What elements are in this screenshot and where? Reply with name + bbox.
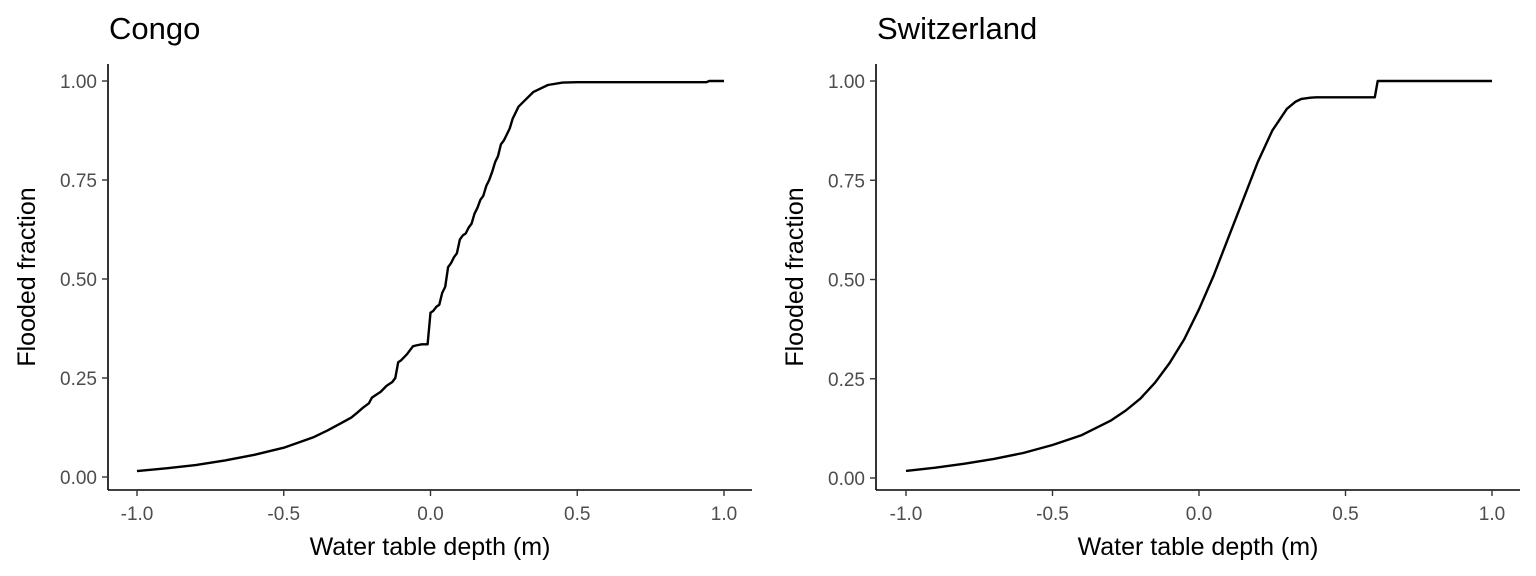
y-tick-label: 0.25: [60, 369, 97, 390]
panel-title: Congo: [109, 11, 200, 46]
x-tick-label: 0.0: [417, 504, 443, 525]
panel-switzerland: Switzerland 0.00 0.25 0.50 0.75 1.00 -1.0 -0.…: [781, 11, 1520, 561]
x-ticks: -1.0 -0.5 0.0 0.5 1.0: [121, 490, 737, 525]
x-axis-label: Water table depth (m): [310, 533, 551, 561]
y-axis-label: Flooded fraction: [13, 187, 41, 366]
y-tick-label: 0.00: [60, 468, 97, 489]
series-line: [136, 79, 724, 473]
x-axis-label: Water table depth (m): [1078, 533, 1319, 561]
panel-title: Switzerland: [877, 11, 1037, 46]
x-tick-label: 0.5: [564, 504, 590, 525]
y-ticks: 0.00 0.25 0.50 0.75 1.00: [60, 72, 108, 489]
y-tick-label: 0.00: [828, 469, 865, 490]
x-tick-label: 0.5: [1332, 504, 1358, 525]
x-tick-label: 0.0: [1186, 504, 1212, 525]
x-ticks: -1.0 -0.5 0.0 0.5 1.0: [890, 490, 1505, 525]
x-tick-label: -1.0: [121, 504, 154, 525]
y-ticks: 0.00 0.25 0.50 0.75 1.00: [828, 72, 876, 490]
x-tick-label: 1.0: [1479, 504, 1505, 525]
y-tick-label: 1.00: [60, 72, 97, 93]
x-tick-label: 1.0: [711, 504, 737, 525]
y-tick-label: 0.50: [828, 271, 865, 292]
x-tick-label: -1.0: [890, 504, 923, 525]
y-tick-label: 0.75: [828, 171, 865, 192]
y-tick-label: 0.75: [60, 171, 97, 192]
panel-congo: Congo 0.00 0.25 0.50 0.75 1.00 -1.0 -0.5 0.0 0.…: [13, 11, 752, 561]
y-tick-label: 1.00: [828, 72, 865, 93]
y-tick-label: 0.25: [828, 370, 865, 391]
x-tick-label: -0.5: [267, 504, 300, 525]
series-line: [905, 79, 1492, 473]
y-axis-label: Flooded fraction: [781, 187, 809, 366]
x-tick-label: -0.5: [1036, 504, 1069, 525]
y-tick-label: 0.50: [60, 270, 97, 291]
